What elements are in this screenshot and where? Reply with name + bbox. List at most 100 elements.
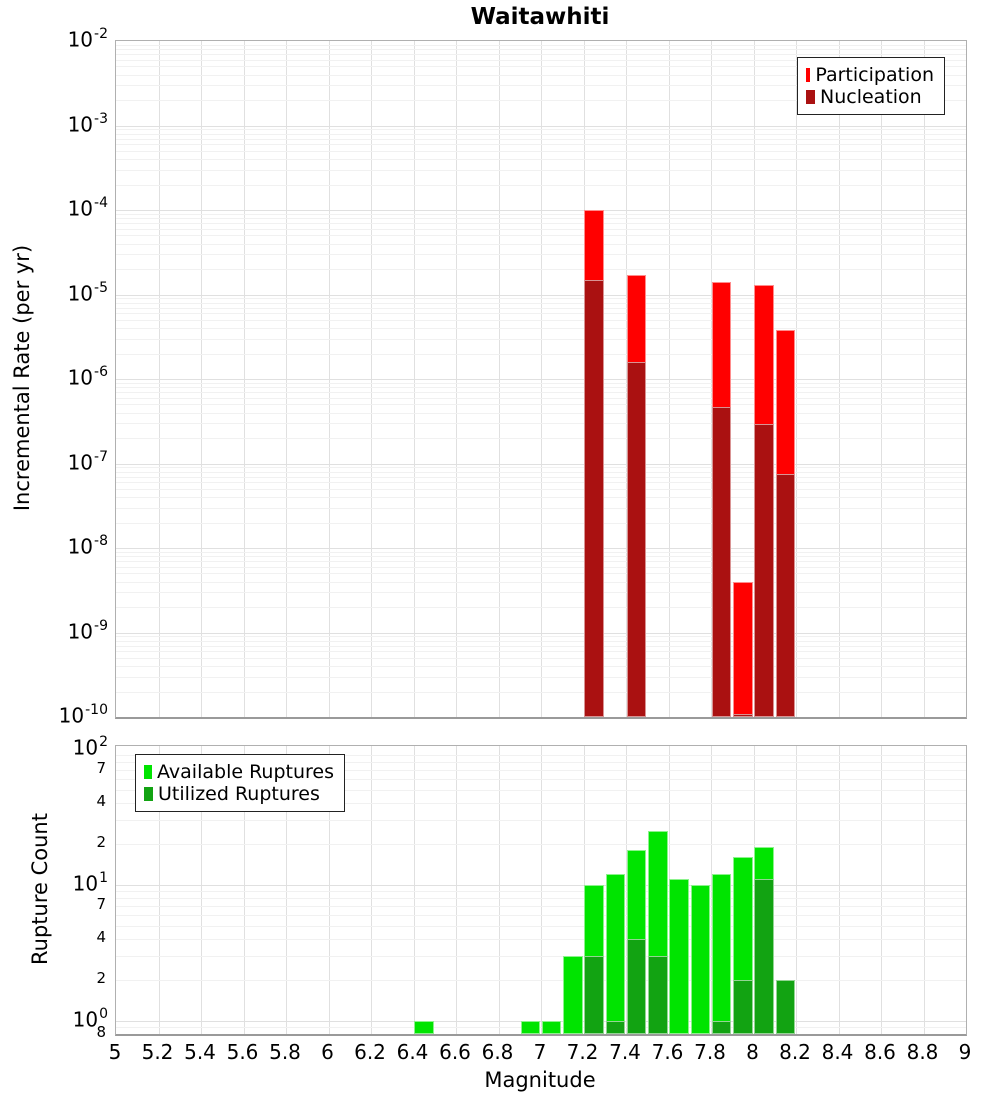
gridline xyxy=(116,592,966,594)
bar-utilized-7.85 xyxy=(711,1021,732,1034)
gridline xyxy=(116,803,966,805)
gridline xyxy=(116,898,966,900)
gridline xyxy=(838,746,840,1034)
gridline xyxy=(116,915,966,917)
gridline xyxy=(116,338,966,340)
legend-label-utilized: Utilized Ruptures xyxy=(158,783,320,805)
gridline xyxy=(116,223,966,225)
gridline xyxy=(116,133,966,135)
x-tick-label-8.6: 8.6 xyxy=(864,1040,896,1064)
gridline xyxy=(116,404,966,406)
x-tick-label-8.4: 8.4 xyxy=(821,1040,854,1064)
y-minor-tick-label-4: 4 xyxy=(96,928,106,947)
gridline xyxy=(116,463,966,465)
gridline xyxy=(116,100,966,102)
gridline xyxy=(116,169,966,171)
gridline xyxy=(116,218,966,220)
bar-nucleation-7.95 xyxy=(733,713,753,717)
gridline xyxy=(116,522,966,524)
gridline xyxy=(116,645,966,647)
gridline xyxy=(243,746,245,1034)
gridline xyxy=(116,632,966,634)
y-tick-label-10e-3: 10-3 xyxy=(67,110,108,137)
gridline xyxy=(116,313,966,315)
gridline xyxy=(116,184,966,186)
bar-available-7.35 xyxy=(605,874,626,1034)
gridline xyxy=(116,49,966,51)
gridline xyxy=(116,581,966,583)
chart-title: Waitawhiti xyxy=(470,4,610,30)
gridline xyxy=(116,382,966,384)
x-tick-label-8: 8 xyxy=(746,1040,759,1064)
gridline xyxy=(116,820,966,822)
gridline xyxy=(116,423,966,425)
gridline xyxy=(796,746,797,1034)
gridline xyxy=(116,438,966,440)
gridline xyxy=(116,476,966,478)
bar-available-7.65 xyxy=(669,879,689,1034)
legend-item-participation: Participation xyxy=(806,64,934,86)
count-legend: Available Ruptures Utilized Ruptures xyxy=(135,754,345,812)
legend-item-utilized: Utilized Ruptures xyxy=(144,783,334,805)
gridline xyxy=(116,482,966,484)
gridline xyxy=(116,497,966,499)
gridline xyxy=(116,561,966,563)
gridline xyxy=(498,746,500,1034)
bar-utilized-7.25 xyxy=(584,956,604,1034)
gridline xyxy=(116,980,966,982)
gridline xyxy=(116,467,966,469)
bar-nucleation-7.85 xyxy=(711,406,732,717)
y-tick-label-10e-8: 10-8 xyxy=(67,533,108,559)
gridline xyxy=(116,125,966,127)
gridline xyxy=(753,746,755,1034)
bar-nucleation-7.45 xyxy=(626,361,647,717)
gridline xyxy=(116,392,966,394)
gridline xyxy=(116,228,966,230)
bar-utilized-7.45 xyxy=(626,939,647,1034)
gridline xyxy=(116,548,966,549)
gridline xyxy=(116,66,966,68)
gridline xyxy=(116,640,966,642)
bar-available-6.45 xyxy=(414,1021,434,1034)
x-tick-label-6.6: 6.6 xyxy=(439,1040,471,1064)
gridline xyxy=(456,746,457,1034)
gridline xyxy=(626,746,627,1034)
gridline xyxy=(116,1021,966,1022)
x-tick-label-5: 5 xyxy=(108,1040,122,1064)
gridline xyxy=(116,54,966,56)
gridline xyxy=(116,666,966,668)
legend-label-nucleation: Nucleation xyxy=(820,86,922,108)
gridline xyxy=(116,885,966,886)
gridline xyxy=(328,746,330,1034)
legend-item-nucleation: Nucleation xyxy=(806,86,934,108)
gridline xyxy=(116,651,966,653)
gridline xyxy=(116,551,966,553)
gridline xyxy=(116,235,966,237)
gridline xyxy=(116,353,966,355)
x-axis-title: Magnitude xyxy=(484,1068,596,1092)
gridline xyxy=(116,159,966,161)
legend-item-available: Available Ruptures xyxy=(144,761,334,783)
gridline xyxy=(116,243,966,245)
bar-utilized-8.05 xyxy=(754,879,774,1034)
gridline xyxy=(116,210,966,211)
gridline xyxy=(541,746,542,1034)
bar-available-7.15 xyxy=(563,956,583,1034)
y-tick-label-10e-7: 10-7 xyxy=(67,448,108,475)
y-tick-label-10e-4: 10-4 xyxy=(67,195,108,221)
gridline xyxy=(923,746,925,1034)
bar-nucleation-8.15 xyxy=(775,474,796,717)
y-tick-label-10e0: 100 xyxy=(72,1006,108,1032)
x-tick-label-5.8: 5.8 xyxy=(269,1040,301,1064)
y-tick-label-10e-5: 10-5 xyxy=(67,279,108,306)
y-minor-tick-label-7: 7 xyxy=(96,759,106,778)
gridline xyxy=(116,507,966,509)
x-tick-label-7.8: 7.8 xyxy=(694,1040,726,1064)
bar-available-7.75 xyxy=(690,885,711,1034)
participation-swatch-icon xyxy=(806,68,811,82)
gridline xyxy=(201,746,202,1034)
available-ruptures-swatch-icon xyxy=(144,765,153,779)
x-tick-label-5.6: 5.6 xyxy=(226,1040,259,1064)
gridline xyxy=(116,779,966,781)
